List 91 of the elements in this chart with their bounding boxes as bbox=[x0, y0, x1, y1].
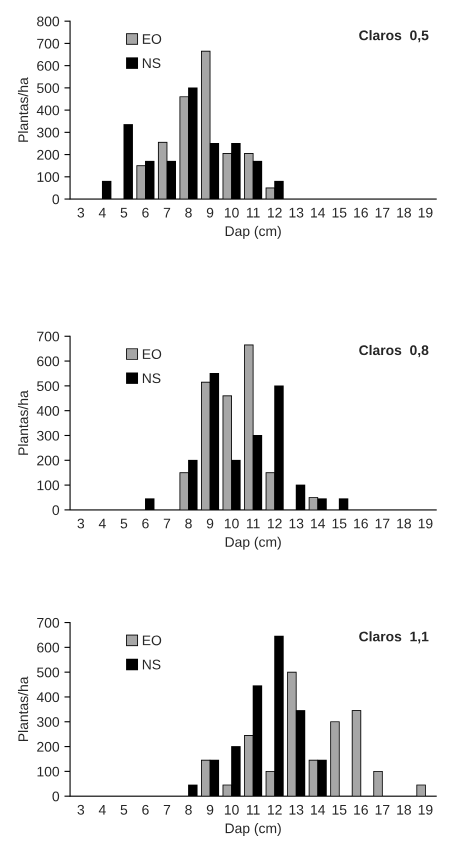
y-axis-title: Plantas/ha bbox=[18, 390, 28, 455]
y-tick-label: 600 bbox=[37, 60, 60, 71]
x-tick-label: 11 bbox=[246, 208, 260, 218]
y-tick-label: 100 bbox=[38, 480, 60, 490]
text: Claros 0,8 bbox=[359, 344, 428, 358]
x-tick-label: 19 bbox=[418, 804, 432, 815]
y-axis-title: Plantas/ha bbox=[18, 77, 28, 142]
y-axis-title: Plantas/ha bbox=[18, 676, 28, 742]
x-tick-label: 11 bbox=[246, 518, 260, 528]
x-tick-label: 9 bbox=[206, 804, 214, 815]
y-tick-label: 200 bbox=[37, 742, 60, 752]
x-axis-title: Dap (cm) bbox=[226, 536, 281, 550]
x-tick-label: 15 bbox=[332, 805, 346, 815]
x-tick-label: 12 bbox=[268, 518, 282, 528]
x-tick-label: 7 bbox=[164, 208, 170, 218]
x-tick-label: 11 bbox=[246, 805, 260, 815]
x-tick-label: 13 bbox=[290, 208, 304, 218]
x-tick-label: 16 bbox=[354, 804, 368, 815]
x-tick-label: 17 bbox=[376, 805, 390, 815]
y-tick-label: 200 bbox=[37, 456, 60, 466]
text: Claros 1,1 bbox=[359, 631, 428, 644]
x-tick-label: 18 bbox=[397, 208, 411, 218]
y-tick-label: 700 bbox=[37, 332, 60, 342]
x-tick-label: 9 bbox=[206, 518, 214, 528]
x-tick-label: 8 bbox=[185, 518, 192, 528]
x-tick-label: 9 bbox=[206, 208, 214, 218]
x-tick-label: 12 bbox=[268, 804, 282, 815]
y-tick-label: 800 bbox=[37, 16, 60, 26]
y-tick-label: 300 bbox=[37, 717, 60, 727]
x-tick-label: 19 bbox=[418, 518, 432, 528]
x-tick-label: 7 bbox=[164, 805, 170, 815]
x-tick-label: 6 bbox=[142, 208, 149, 218]
legend-label: NS bbox=[142, 660, 160, 670]
x-tick-label: 5 bbox=[120, 805, 128, 815]
y-tick-label: 600 bbox=[37, 642, 60, 653]
y-tick-label: 100 bbox=[38, 766, 60, 777]
legend-label: EO bbox=[142, 635, 162, 646]
x-tick-label: 14 bbox=[311, 208, 326, 218]
x-axis-title: Dap (cm) bbox=[226, 226, 281, 239]
x-tick-label: 6 bbox=[142, 518, 149, 528]
x-tick-label: 17 bbox=[376, 518, 390, 528]
x-tick-label: 3 bbox=[77, 518, 84, 528]
y-tick-label: 700 bbox=[37, 618, 60, 628]
text: Claros 0,5 bbox=[359, 30, 428, 42]
y-tick-label: 100 bbox=[38, 172, 60, 182]
y-tick-label: 300 bbox=[37, 128, 60, 138]
x-tick-label: 5 bbox=[120, 518, 128, 528]
legend-label: NS bbox=[142, 373, 160, 384]
x-axis-title: Dap (cm) bbox=[226, 823, 281, 836]
x-tick-label: 14 bbox=[311, 805, 326, 815]
y-tick-label: 0 bbox=[52, 505, 60, 516]
y-tick-label: 0 bbox=[52, 792, 60, 802]
x-tick-label: 13 bbox=[290, 518, 304, 528]
x-tick-label: 10 bbox=[224, 208, 239, 218]
x-tick-label: 3 bbox=[77, 208, 84, 218]
y-tick-label: 600 bbox=[37, 356, 60, 366]
x-tick-label: 4 bbox=[98, 805, 106, 815]
x-tick-label: 16 bbox=[354, 208, 368, 218]
x-tick-label: 16 bbox=[354, 518, 368, 528]
y-tick-label: 400 bbox=[36, 692, 60, 702]
x-tick-label: 15 bbox=[332, 208, 346, 218]
y-tick-label: 500 bbox=[37, 83, 60, 94]
x-tick-label: 17 bbox=[376, 208, 390, 218]
legend-label: NS bbox=[142, 58, 160, 68]
x-tick-label: 8 bbox=[185, 208, 192, 218]
x-tick-label: 19 bbox=[418, 208, 432, 218]
x-tick-label: 15 bbox=[332, 518, 346, 528]
x-tick-label: 14 bbox=[311, 518, 326, 528]
legend-label: EO bbox=[142, 349, 162, 360]
x-tick-label: 4 bbox=[98, 518, 106, 528]
y-tick-label: 500 bbox=[37, 667, 60, 678]
x-tick-label: 10 bbox=[224, 518, 239, 528]
x-tick-label: 4 bbox=[98, 208, 106, 218]
x-tick-label: 5 bbox=[120, 208, 128, 218]
x-tick-label: 18 bbox=[397, 804, 411, 815]
y-tick-label: 700 bbox=[37, 38, 60, 49]
x-tick-label: 13 bbox=[290, 804, 304, 815]
x-tick-label: 18 bbox=[397, 518, 411, 528]
x-tick-label: 7 bbox=[164, 518, 170, 528]
x-tick-label: 3 bbox=[77, 804, 84, 815]
x-tick-label: 12 bbox=[268, 208, 282, 218]
y-tick-label: 500 bbox=[37, 381, 60, 392]
x-tick-label: 8 bbox=[185, 804, 192, 815]
x-tick-label: 10 bbox=[224, 804, 239, 815]
legend-label: EO bbox=[142, 34, 162, 44]
y-tick-label: 300 bbox=[37, 430, 60, 441]
y-tick-label: 400 bbox=[36, 105, 60, 116]
y-tick-label: 0 bbox=[52, 194, 60, 204]
y-tick-label: 400 bbox=[36, 406, 60, 416]
y-tick-label: 200 bbox=[37, 150, 60, 160]
x-tick-label: 6 bbox=[142, 804, 149, 815]
